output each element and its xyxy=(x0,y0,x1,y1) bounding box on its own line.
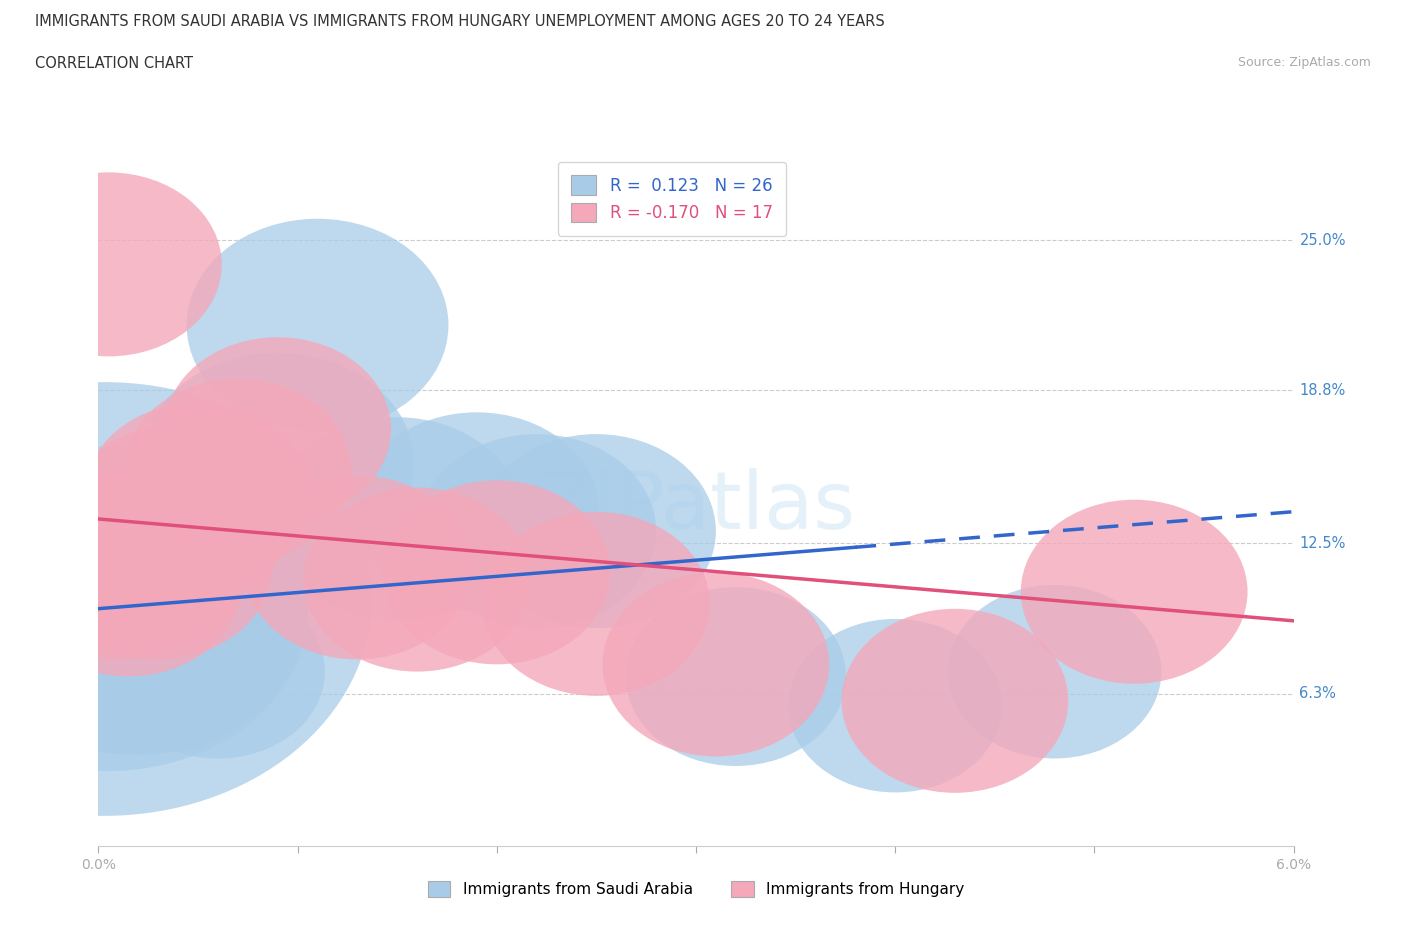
Ellipse shape xyxy=(6,475,232,659)
Text: Source: ZipAtlas.com: Source: ZipAtlas.com xyxy=(1237,56,1371,69)
Ellipse shape xyxy=(25,468,252,652)
Ellipse shape xyxy=(384,480,610,664)
Ellipse shape xyxy=(842,609,1069,793)
Ellipse shape xyxy=(0,505,270,751)
Ellipse shape xyxy=(52,546,284,735)
Ellipse shape xyxy=(0,481,274,726)
Text: 12.5%: 12.5% xyxy=(1299,536,1346,551)
Ellipse shape xyxy=(125,379,352,563)
Ellipse shape xyxy=(271,418,523,620)
Ellipse shape xyxy=(0,479,284,753)
Ellipse shape xyxy=(1,505,274,726)
Ellipse shape xyxy=(187,219,449,432)
Text: CORRELATION CHART: CORRELATION CHART xyxy=(35,56,193,71)
Ellipse shape xyxy=(0,525,280,755)
Ellipse shape xyxy=(142,352,413,574)
Text: 25.0%: 25.0% xyxy=(1299,232,1346,247)
Ellipse shape xyxy=(948,585,1161,759)
Ellipse shape xyxy=(789,619,1002,792)
Text: 18.8%: 18.8% xyxy=(1299,383,1346,398)
Ellipse shape xyxy=(15,492,242,676)
Text: 6.3%: 6.3% xyxy=(1299,686,1336,701)
Ellipse shape xyxy=(477,434,716,628)
Legend: Immigrants from Saudi Arabia, Immigrants from Hungary: Immigrants from Saudi Arabia, Immigrants… xyxy=(422,875,970,903)
Ellipse shape xyxy=(165,338,391,522)
Ellipse shape xyxy=(0,172,222,356)
Ellipse shape xyxy=(67,543,288,723)
Ellipse shape xyxy=(626,587,846,766)
Ellipse shape xyxy=(245,475,471,659)
Ellipse shape xyxy=(65,424,291,608)
Ellipse shape xyxy=(354,412,599,611)
Ellipse shape xyxy=(0,485,278,746)
Ellipse shape xyxy=(32,531,284,735)
Ellipse shape xyxy=(484,512,710,696)
Ellipse shape xyxy=(1021,499,1247,684)
Ellipse shape xyxy=(65,555,291,739)
Ellipse shape xyxy=(84,403,311,587)
Ellipse shape xyxy=(0,513,270,743)
Text: ZIPatlas: ZIPatlas xyxy=(537,468,855,546)
Ellipse shape xyxy=(0,446,308,771)
Ellipse shape xyxy=(39,524,278,718)
Ellipse shape xyxy=(304,487,530,671)
Ellipse shape xyxy=(45,475,271,659)
Ellipse shape xyxy=(603,573,830,756)
Ellipse shape xyxy=(91,534,305,708)
Ellipse shape xyxy=(418,434,657,628)
Ellipse shape xyxy=(0,382,371,816)
Ellipse shape xyxy=(111,585,325,759)
Ellipse shape xyxy=(17,541,280,753)
Text: IMMIGRANTS FROM SAUDI ARABIA VS IMMIGRANTS FROM HUNGARY UNEMPLOYMENT AMONG AGES : IMMIGRANTS FROM SAUDI ARABIA VS IMMIGRAN… xyxy=(35,14,884,29)
